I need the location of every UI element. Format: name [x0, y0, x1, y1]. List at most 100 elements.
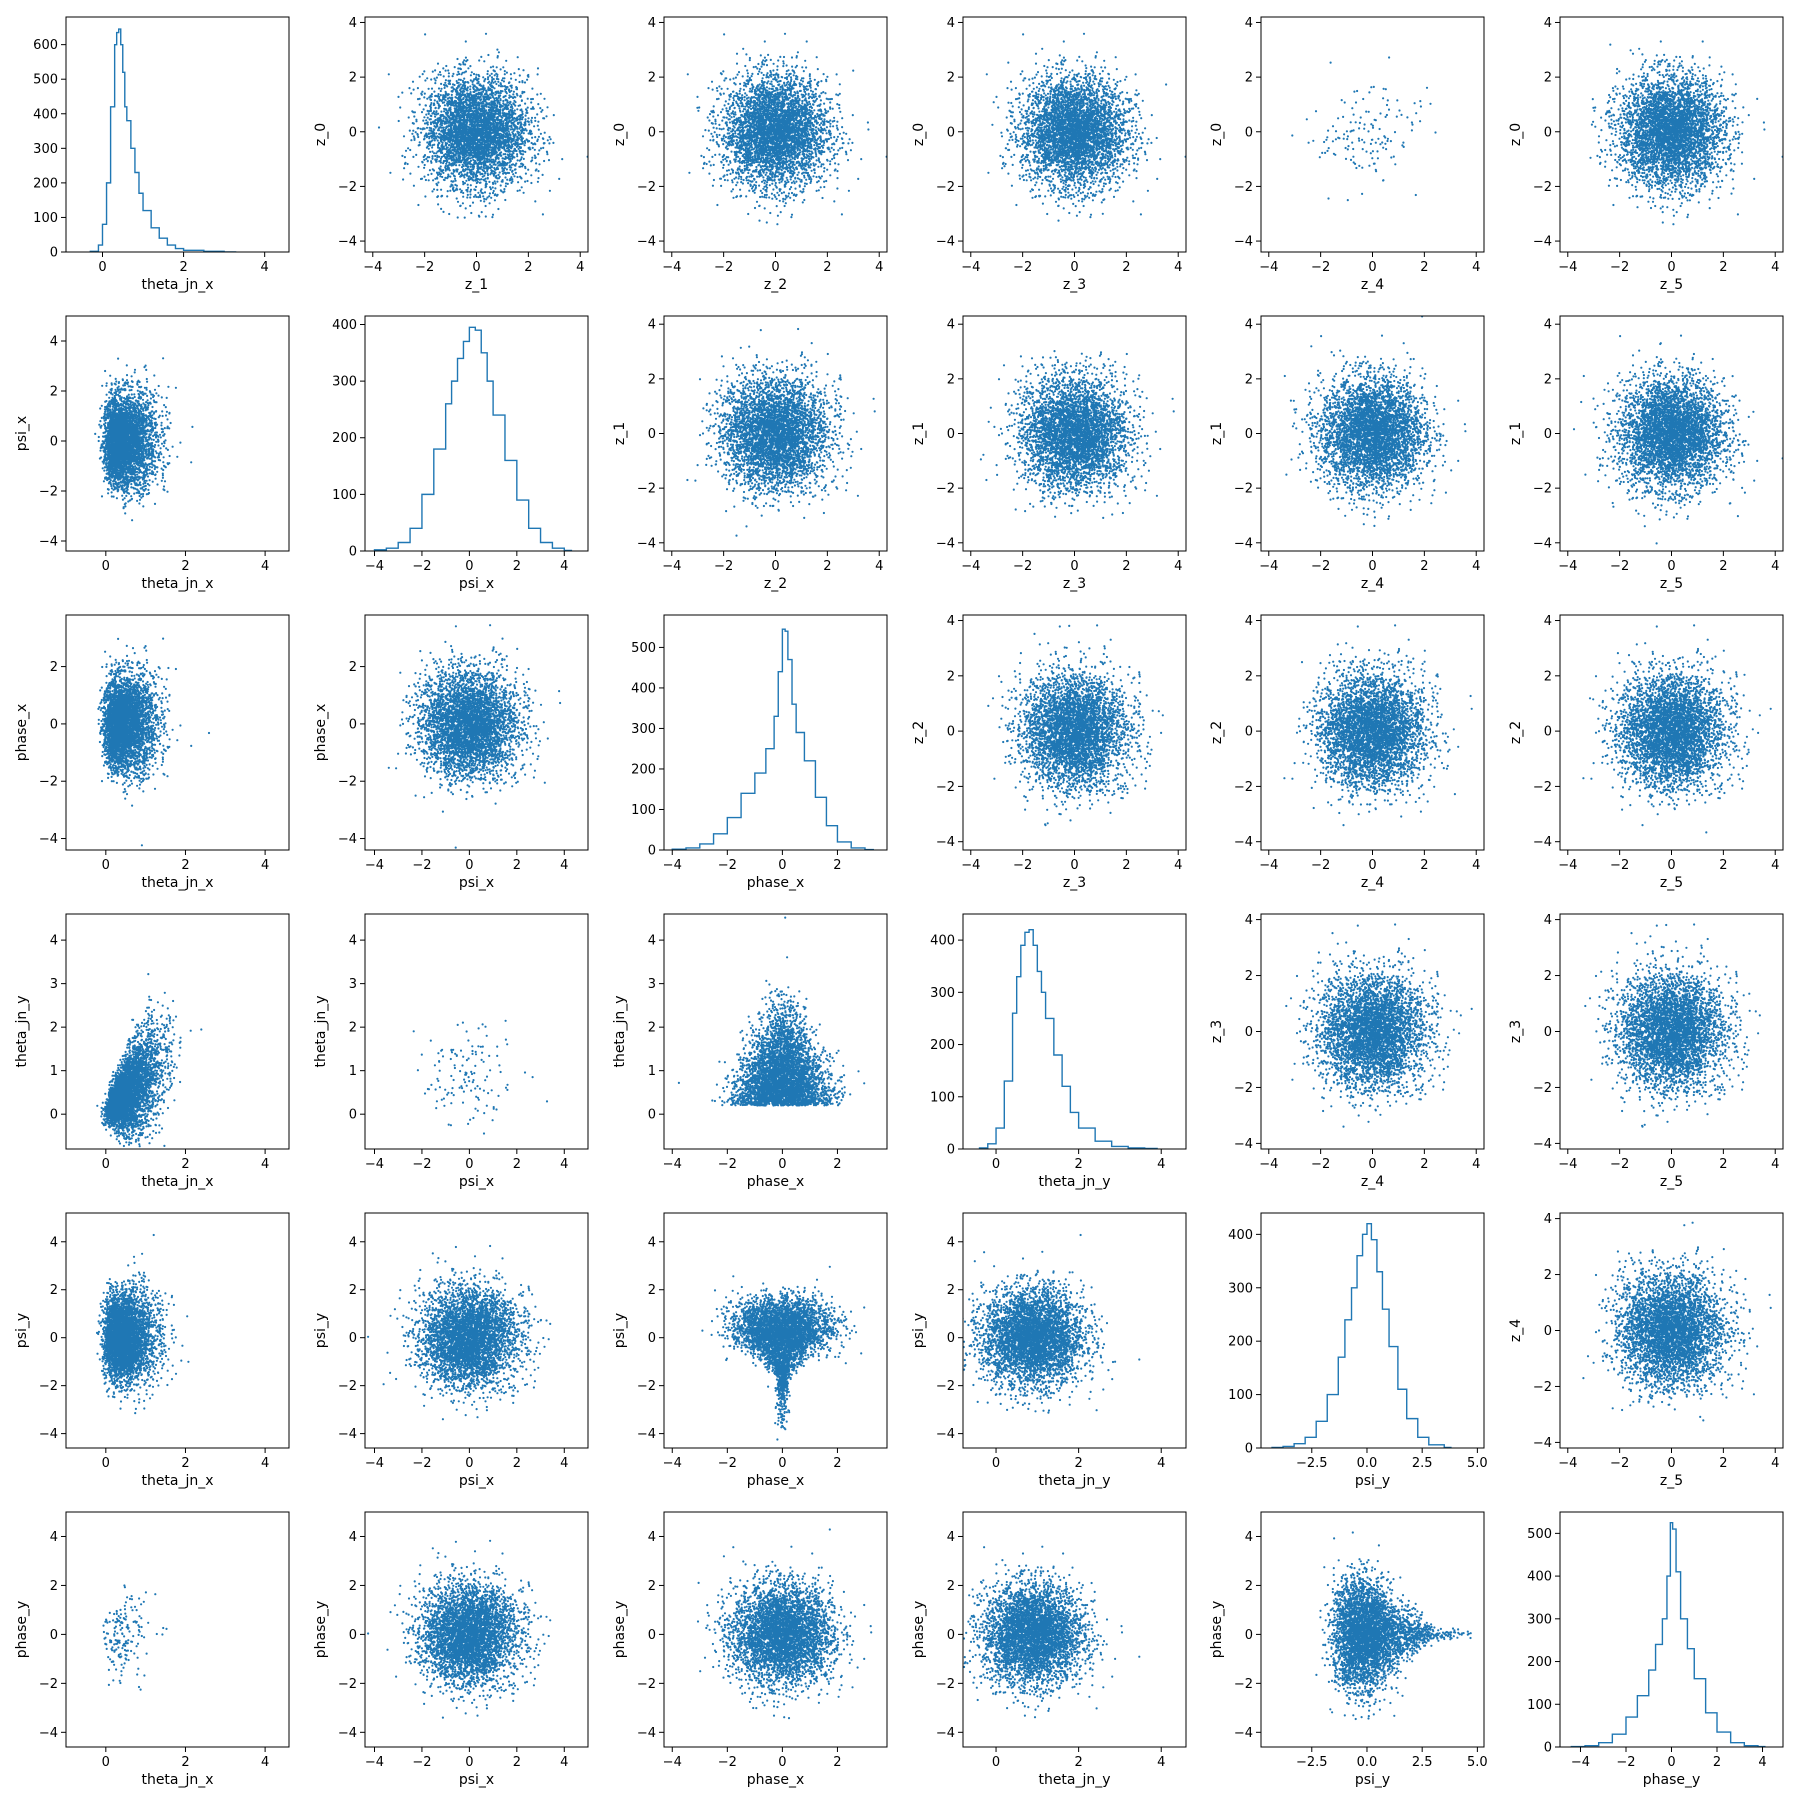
y-axis-label: theta_jn_y [313, 995, 329, 1067]
x-tick-label: 2 [1074, 1157, 1082, 1172]
y-tick-label: 2 [947, 372, 955, 387]
x-tick-label: 5.0 [1467, 1755, 1488, 1770]
y-tick-label: −2 [338, 775, 357, 790]
x-axis-label: phase_x [747, 875, 805, 891]
x-tick-label: 4 [1174, 858, 1182, 873]
y-tick-label: 0 [50, 246, 58, 261]
y-tick-label: 4 [1544, 1212, 1552, 1227]
y-tick-label: 2 [947, 71, 955, 86]
x-tick-label: 0 [778, 1755, 786, 1770]
y-tick-label: 0 [648, 125, 656, 140]
y-tick-label: 100 [631, 803, 656, 818]
y-tick-label: 400 [332, 318, 357, 333]
y-tick-label: 4 [648, 1235, 656, 1250]
x-tick-label: 2 [181, 858, 189, 873]
y-tick-label: 2 [1544, 71, 1552, 86]
y-tick-label: −2 [936, 180, 955, 195]
x-tick-label: 0 [1667, 1755, 1675, 1770]
y-tick-label: 2 [1245, 1579, 1253, 1594]
y-tick-label: 3 [648, 977, 656, 992]
y-tick-label: −4 [39, 1726, 58, 1741]
y-tick-label: −2 [338, 180, 357, 195]
x-tick-label: −2 [415, 260, 434, 275]
x-tick-label: 2 [833, 1456, 841, 1471]
y-tick-label: −2 [637, 482, 656, 497]
y-tick-label: 4 [947, 1235, 955, 1250]
x-tick-label: 2 [1420, 260, 1428, 275]
x-tick-label: 0 [102, 1755, 110, 1770]
y-tick-label: 2 [947, 1283, 955, 1298]
y-tick-label: −4 [39, 1427, 58, 1442]
y-tick-label: −4 [936, 536, 955, 551]
x-tick-label: −2 [412, 559, 431, 574]
y-axis-label: z_2 [1508, 721, 1524, 744]
y-tick-label: −4 [1234, 1137, 1253, 1152]
x-tick-label: 4 [261, 559, 269, 574]
y-tick-label: −2 [936, 780, 955, 795]
x-tick-label: 0 [1667, 1157, 1675, 1172]
y-tick-label: 600 [33, 38, 58, 53]
x-tick-label: 4 [560, 1456, 568, 1471]
x-tick-label: −2.5 [1296, 1755, 1328, 1770]
y-tick-label: 4 [947, 16, 955, 31]
y-tick-label: 4 [50, 335, 58, 350]
x-axis-label: z_2 [764, 576, 787, 592]
x-tick-label: 0 [102, 559, 110, 574]
y-tick-label: 300 [930, 986, 955, 1001]
x-tick-label: 2.5 [1412, 1456, 1433, 1471]
y-tick-label: 500 [33, 73, 58, 88]
x-axis-label: phase_x [747, 1473, 805, 1489]
x-tick-label: −2 [1610, 1456, 1629, 1471]
x-tick-label: −2 [1610, 260, 1629, 275]
x-axis-label: psi_x [459, 1174, 494, 1190]
y-tick-label: −4 [936, 235, 955, 250]
x-axis-label: theta_jn_y [1038, 1473, 1110, 1489]
y-tick-label: −4 [338, 832, 357, 847]
x-tick-label: −2 [412, 1157, 431, 1172]
y-tick-label: −4 [338, 1427, 357, 1442]
y-tick-label: 4 [349, 1235, 357, 1250]
y-axis-label: psi_y [612, 1313, 628, 1348]
y-tick-label: 2 [349, 660, 357, 675]
x-tick-label: 2 [181, 1755, 189, 1770]
y-axis-label: z_2 [911, 721, 927, 744]
x-tick-label: 2 [1074, 1755, 1082, 1770]
y-tick-label: −2 [637, 1379, 656, 1394]
x-tick-label: 4 [1472, 1157, 1480, 1172]
x-axis-label: z_3 [1063, 277, 1086, 293]
x-tick-label: 0 [465, 1456, 473, 1471]
x-tick-label: −2 [1013, 260, 1032, 275]
y-tick-label: −4 [1234, 1726, 1253, 1741]
x-tick-label: 0.0 [1357, 1456, 1378, 1471]
axes-background [1560, 1512, 1783, 1747]
x-tick-label: 0 [1667, 559, 1675, 574]
y-tick-label: 200 [930, 1038, 955, 1053]
y-tick-label: 0 [50, 1108, 58, 1123]
x-tick-label: −4 [1558, 260, 1577, 275]
x-tick-label: −4 [1259, 858, 1278, 873]
y-tick-label: 2 [1544, 669, 1552, 684]
y-tick-label: 0 [349, 1108, 357, 1123]
y-tick-label: 0 [1544, 1025, 1552, 1040]
y-axis-label: phase_y [911, 1601, 927, 1659]
x-tick-label: 4 [560, 1157, 568, 1172]
x-tick-label: −2 [1610, 1157, 1629, 1172]
y-tick-label: −2 [1234, 1081, 1253, 1096]
y-tick-label: 2 [349, 1021, 357, 1036]
x-axis-label: psi_y [1355, 1772, 1390, 1788]
y-tick-label: −4 [1533, 835, 1552, 850]
axes-background [1261, 1213, 1484, 1448]
x-tick-label: −2 [718, 858, 737, 873]
x-axis-label: theta_jn_y [1038, 1772, 1110, 1788]
y-tick-label: 2 [648, 1579, 656, 1594]
y-tick-label: −2 [1533, 482, 1552, 497]
